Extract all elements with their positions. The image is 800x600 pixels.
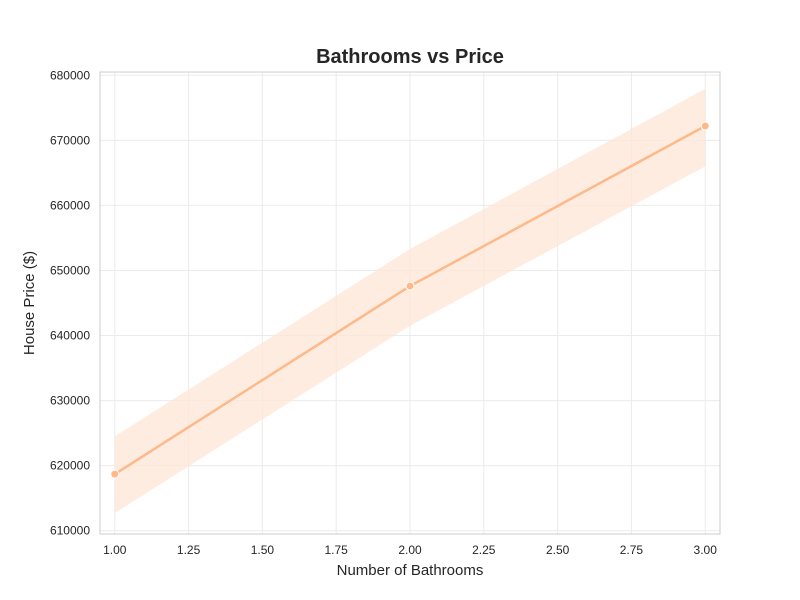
plot-frame	[99, 71, 721, 535]
y-tick-label: 680000	[50, 68, 90, 82]
chart-title: Bathrooms vs Price	[316, 46, 504, 68]
x-tick-label: 1.75	[325, 543, 349, 557]
x-tick-label: 2.75	[620, 543, 644, 557]
data-point	[700, 121, 710, 131]
marker-layer	[110, 121, 710, 479]
y-tick-label: 660000	[50, 198, 90, 212]
data-point	[405, 281, 415, 291]
confidence-band	[114, 88, 706, 514]
y-tick-label: 620000	[50, 459, 90, 473]
x-axis-label: Number of Bathrooms	[337, 562, 484, 579]
y-tick-label: 670000	[50, 133, 90, 147]
y-axis-label: House Price ($)	[21, 251, 38, 355]
y-tick-labels: 610000 620000 630000 640000 650000 660000 6700…	[50, 68, 90, 537]
x-tick-label: 1.00	[103, 543, 127, 557]
x-tick-labels: 1.00 1.25 1.50 1.75 2.00 2.25 2.50 2.75 3.00	[103, 543, 717, 557]
y-tick-label: 610000	[50, 524, 90, 538]
x-tick-label: 2.50	[546, 543, 570, 557]
y-tick-label: 630000	[50, 394, 90, 408]
x-tick-label: 1.50	[251, 543, 275, 557]
x-tick-label: 3.00	[694, 543, 718, 557]
y-tick-label: 650000	[50, 263, 90, 277]
x-tick-label: 1.25	[177, 543, 201, 557]
y-tick-label: 640000	[50, 329, 90, 343]
data-point	[110, 469, 120, 479]
x-tick-label: 2.00	[398, 543, 422, 557]
x-tick-label: 2.25	[472, 543, 496, 557]
confidence-band-layer	[114, 88, 706, 514]
